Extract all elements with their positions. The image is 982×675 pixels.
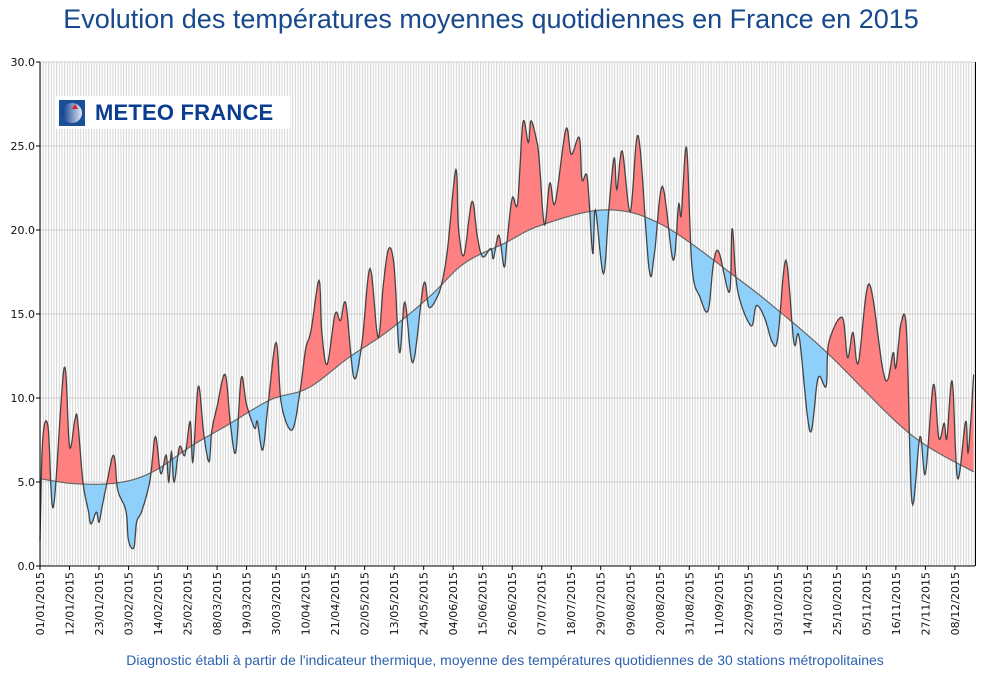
x-tick-label: 23/01/2015 [93, 572, 106, 635]
x-tick-label: 08/12/2015 [949, 572, 962, 635]
logo-text: METEO FRANCE [95, 99, 274, 125]
y-tick-label: 25.0 [11, 140, 36, 153]
x-tick-label: 14/10/2015 [801, 572, 814, 635]
daily-temperature-line [39, 119, 975, 550]
x-tick-label: 26/06/2015 [506, 572, 519, 635]
x-tick-label: 20/08/2015 [654, 572, 667, 635]
x-tick-label: 14/02/2015 [152, 572, 165, 635]
x-tick-label: 25/02/2015 [182, 572, 195, 635]
y-tick-label: 30.0 [11, 56, 36, 69]
x-tick-label: 27/11/2015 [919, 572, 932, 635]
y-tick-label: 20.0 [11, 224, 36, 237]
y-tick-label: 5.0 [18, 476, 36, 489]
x-tick-label: 29/07/2015 [595, 572, 608, 635]
x-tick-label: 16/11/2015 [890, 572, 903, 635]
y-tick-label: 15.0 [11, 308, 36, 321]
x-tick-label: 21/04/2015 [329, 572, 342, 635]
x-tick-label: 01/01/2015 [34, 572, 47, 635]
x-tick-label: 19/03/2015 [241, 572, 254, 635]
x-axis-ticks: 01/01/2015 12/01/2015 23/01/2015 03/02/2015… [34, 566, 962, 635]
x-tick-label: 25/10/2015 [831, 572, 844, 635]
chart-title: Evolution des températures moyennes quot… [63, 4, 919, 34]
meteo-france-logo: METEO FRANCE [55, 96, 290, 129]
x-tick-label: 09/08/2015 [624, 572, 637, 635]
chart-footnote: Diagnostic établi à partir de l'indicate… [126, 652, 884, 668]
x-tick-label: 11/09/2015 [713, 572, 726, 635]
x-tick-label: 15/06/2015 [477, 572, 490, 635]
x-tick-label: 13/05/2015 [388, 572, 401, 635]
x-tick-label: 10/04/2015 [300, 572, 313, 635]
y-tick-label: 10.0 [11, 392, 36, 405]
normal-temperature-line [39, 209, 974, 485]
x-tick-label: 05/11/2015 [860, 572, 873, 635]
x-tick-label: 08/03/2015 [211, 572, 224, 635]
globe-logo-icon [59, 99, 85, 126]
x-tick-label: 22/09/2015 [742, 572, 755, 635]
y-axis-ticks: 0.0 5.0 10.0 15.0 20.0 25.0 30.0 [11, 56, 40, 573]
horizontal-gridlines [40, 61, 975, 483]
x-tick-label: 03/10/2015 [772, 572, 785, 635]
x-tick-label: 31/08/2015 [683, 572, 696, 635]
x-tick-label: 30/03/2015 [270, 572, 283, 635]
x-tick-label: 18/07/2015 [565, 572, 578, 635]
x-tick-label: 24/05/2015 [418, 572, 431, 635]
x-tick-label: 12/01/2015 [64, 572, 77, 635]
x-tick-label: 07/07/2015 [536, 572, 549, 635]
x-tick-label: 03/02/2015 [123, 572, 136, 635]
below-normal-area [40, 209, 974, 549]
y-tick-label: 0.0 [18, 560, 36, 573]
x-tick-label: 04/06/2015 [447, 572, 460, 635]
x-tick-label: 02/05/2015 [359, 572, 372, 635]
